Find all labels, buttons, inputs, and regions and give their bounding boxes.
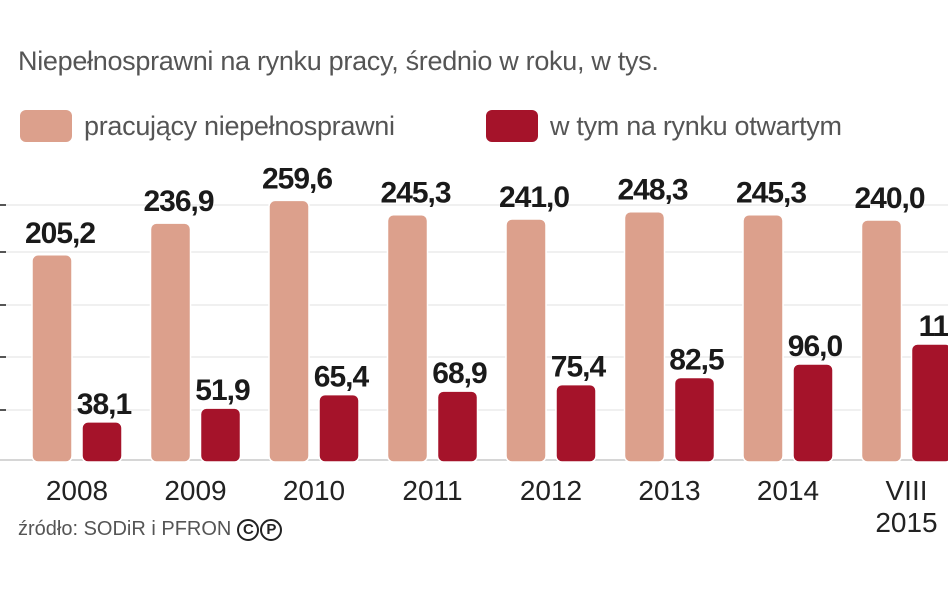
legend-label-open-market: w tym na rynku otwartym (550, 110, 842, 141)
bar-employed (742, 213, 784, 463)
value-label-employed: 241,0 (499, 181, 569, 214)
bar-open-market (555, 383, 597, 463)
value-label-open-market: 11 (919, 310, 948, 343)
value-label-employed: 236,9 (143, 185, 213, 218)
bar-open-market (436, 390, 479, 463)
value-label-open-market: 38,1 (77, 388, 132, 421)
x-tick-label: 2010 (283, 475, 345, 506)
x-tick-label: 2013 (638, 475, 700, 506)
legend-item-open-market: w tym na rynku otwartym (486, 108, 842, 144)
value-label-employed: 245,3 (380, 177, 450, 210)
bar-open-market (910, 343, 948, 463)
cc-letter-p: P (260, 518, 283, 541)
x-tick-label: 2012 (520, 475, 582, 506)
x-tick-label: VIII 2015 (875, 475, 937, 538)
value-label-open-market: 75,4 (551, 351, 607, 384)
bar-open-market (792, 363, 834, 463)
value-label-open-market: 51,9 (195, 374, 250, 407)
x-tick-label: 2008 (46, 475, 108, 506)
value-label-open-market: 82,5 (669, 344, 724, 377)
value-label-employed: 205,2 (25, 217, 95, 250)
chart-title: Niepełnosprawni na rynku pracy, średnio … (18, 46, 659, 76)
cc-letter-c: C (237, 518, 260, 541)
bar-employed (149, 222, 192, 463)
bar-open-market (81, 421, 123, 463)
bar-open-market (199, 407, 242, 463)
bar-employed (623, 210, 666, 463)
source-text: źródło: SODiR i PFRON (18, 518, 232, 540)
cc-license-icon: C P (237, 518, 283, 541)
value-label-employed: 259,6 (262, 162, 332, 195)
value-label-employed: 240,0 (854, 182, 924, 215)
value-label-employed: 245,3 (736, 177, 806, 210)
legend-swatch-employed (20, 110, 72, 142)
bar-employed (31, 254, 73, 463)
x-tick-label: 2014 (757, 475, 819, 506)
bar-employed (505, 218, 547, 463)
bar-employed (268, 199, 310, 463)
bar-employed (386, 213, 429, 463)
legend-label-employed: pracujący niepełnosprawni (84, 110, 395, 141)
x-tick-label: 2009 (164, 475, 226, 506)
legend-swatch-open-market (486, 110, 538, 142)
value-label-employed: 248,3 (617, 174, 687, 207)
legend-item-employed: pracujący niepełnosprawni (20, 108, 395, 144)
value-label-open-market: 68,9 (432, 357, 487, 390)
bar-open-market (673, 376, 716, 463)
bar-employed (860, 219, 903, 463)
value-label-open-market: 65,4 (314, 361, 370, 394)
x-tick-label: 2011 (402, 475, 462, 506)
bar-open-market (318, 393, 360, 463)
value-label-open-market: 96,0 (788, 330, 843, 363)
source-note: źródło: SODiR i PFRON C P (18, 518, 283, 541)
